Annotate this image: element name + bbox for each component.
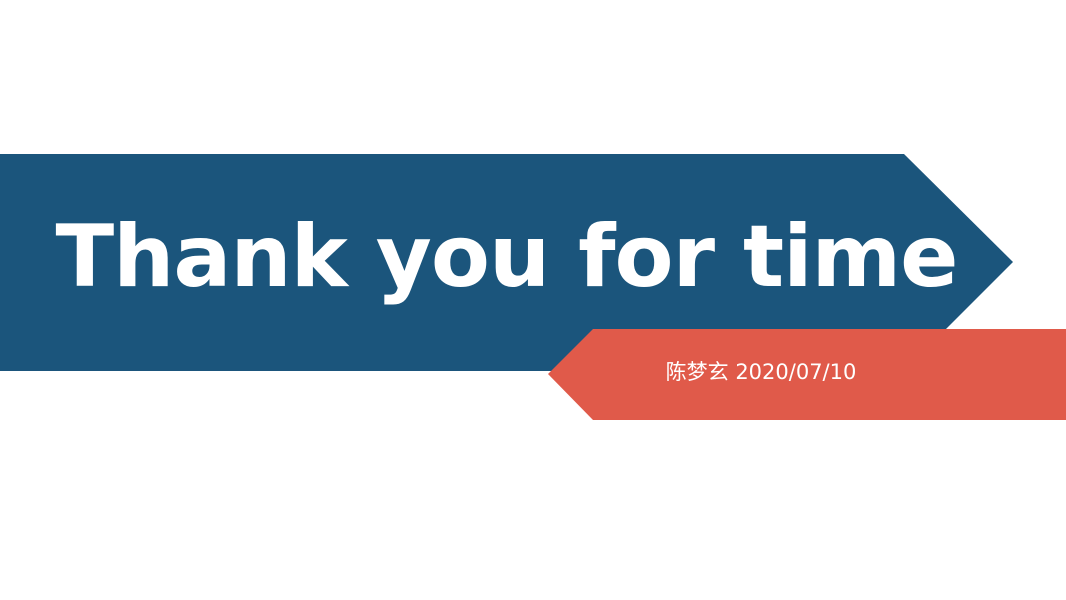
subtitle-arrow-banner — [548, 329, 1066, 420]
slide-title: Thank you for time — [55, 206, 959, 307]
author-date-label: 陈梦玄 2020/07/10 — [665, 359, 857, 384]
